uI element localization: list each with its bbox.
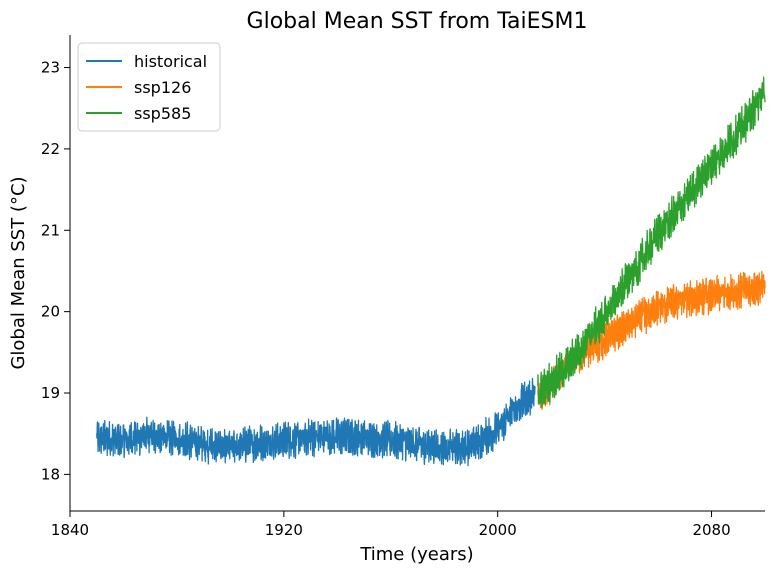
chart-title: Global Mean SST from TaiESM1 <box>247 9 588 34</box>
series-layer <box>96 76 766 467</box>
legend-label-ssp585: ssp585 <box>134 104 191 123</box>
legend-label-historical: historical <box>134 52 207 71</box>
y-tick-label: 20 <box>41 303 60 321</box>
legend: historical ssp126 ssp585 <box>77 42 221 132</box>
y-tick-label: 21 <box>41 221 60 239</box>
legend-box <box>77 42 221 132</box>
y-tick-label: 23 <box>41 59 60 77</box>
legend-label-ssp126: ssp126 <box>134 78 191 97</box>
x-tick-label: 2000 <box>479 521 517 539</box>
x-tick-label: 1840 <box>51 521 89 539</box>
x-axis-label: Time (years) <box>359 544 473 565</box>
series-line-historical <box>96 377 536 467</box>
x-tick-label: 2080 <box>692 521 730 539</box>
y-axis-label: Global Mean SST (°C) <box>8 176 29 369</box>
y-tick-label: 22 <box>41 140 60 158</box>
x-ticks: 1840 1920 2000 2080 <box>51 511 731 539</box>
y-tick-label: 18 <box>41 465 60 483</box>
x-tick-label: 1920 <box>265 521 303 539</box>
y-tick-label: 19 <box>41 384 60 402</box>
series-line-ssp585 <box>537 76 766 409</box>
y-ticks: 18 19 20 21 22 23 <box>41 59 70 483</box>
